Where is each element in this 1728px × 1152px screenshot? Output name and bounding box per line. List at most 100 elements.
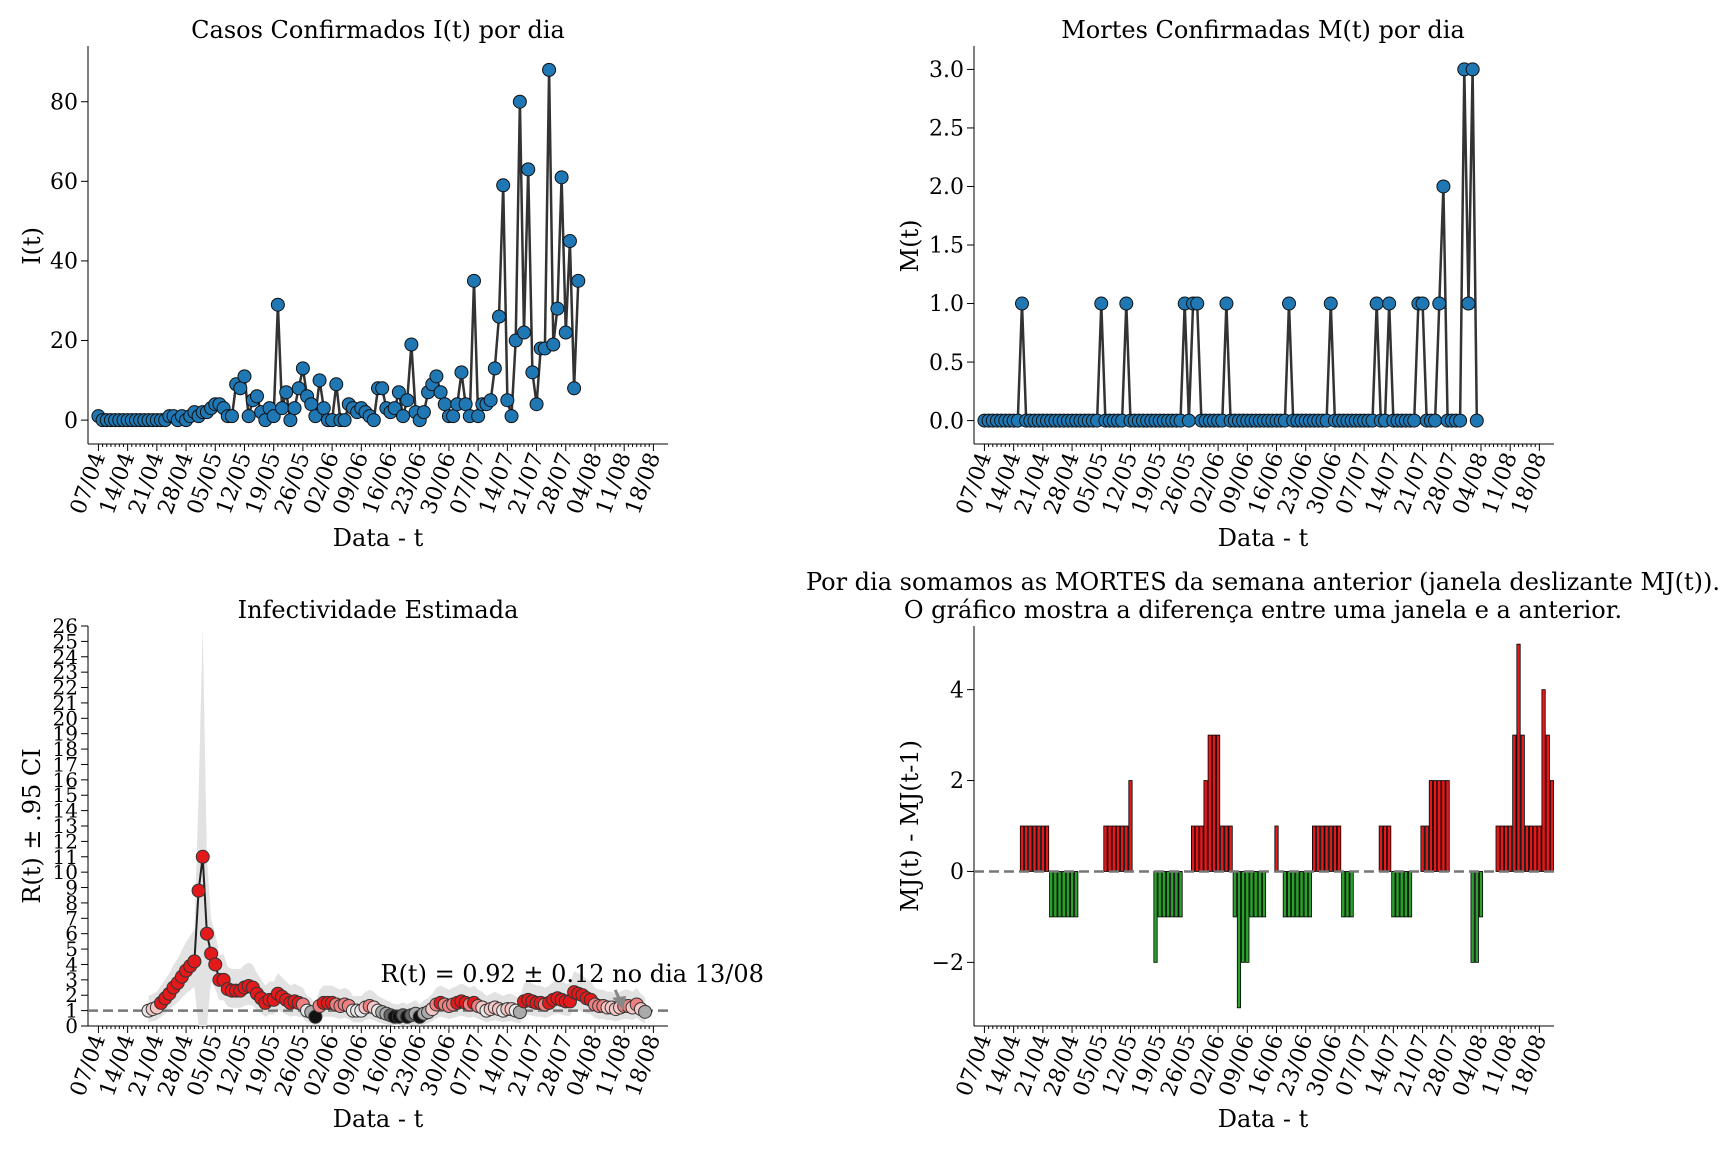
data-point bbox=[275, 401, 290, 416]
data-point bbox=[562, 234, 577, 249]
bar bbox=[1057, 871, 1062, 918]
bar bbox=[1291, 871, 1296, 918]
y-tick-label: 20 bbox=[50, 329, 78, 354]
bar bbox=[1478, 871, 1484, 918]
data-point bbox=[554, 170, 569, 185]
bar bbox=[1395, 871, 1400, 918]
data-point bbox=[496, 178, 511, 193]
bar bbox=[1216, 734, 1221, 872]
y-tick-label: 1.0 bbox=[929, 292, 964, 317]
y-tick-label: 25 bbox=[53, 629, 78, 653]
panel-death-window-diff: Por dia somamos as MORTES da semana ante… bbox=[806, 568, 1720, 1133]
data-point bbox=[1014, 296, 1029, 311]
data-point bbox=[571, 273, 586, 288]
bar bbox=[1241, 871, 1246, 963]
bar bbox=[1124, 825, 1129, 872]
data-point bbox=[283, 413, 298, 428]
bar bbox=[1245, 871, 1250, 963]
data-point bbox=[1453, 413, 1468, 428]
bar bbox=[1028, 825, 1033, 872]
bar bbox=[1549, 780, 1554, 872]
x-axis-label: Data - t bbox=[333, 524, 424, 552]
y-tick-label: 1.5 bbox=[929, 234, 964, 259]
bar bbox=[1324, 825, 1329, 872]
bar bbox=[1420, 825, 1425, 872]
data-point bbox=[1465, 62, 1480, 77]
panel-deaths: Mortes Confirmadas M(t) por dia Data - t… bbox=[896, 16, 1554, 552]
bar bbox=[1407, 871, 1413, 918]
bar bbox=[1495, 825, 1500, 872]
bar bbox=[1220, 825, 1225, 872]
y-tick-label: 0 bbox=[950, 860, 964, 885]
y-tick-label: 80 bbox=[50, 90, 78, 115]
x-axis-label: Data - t bbox=[1218, 1105, 1309, 1133]
data-point bbox=[316, 401, 331, 416]
data-point bbox=[1461, 296, 1476, 311]
bar bbox=[1178, 871, 1183, 918]
bar bbox=[1044, 825, 1050, 872]
bar bbox=[1157, 871, 1162, 918]
data-point bbox=[512, 94, 527, 109]
data-point bbox=[237, 369, 252, 384]
bar bbox=[1499, 825, 1504, 872]
bar bbox=[1153, 871, 1158, 963]
y-tick-label: 12 bbox=[53, 829, 78, 853]
y-tick-label: 23 bbox=[53, 660, 78, 684]
bar bbox=[1528, 825, 1534, 872]
bar bbox=[1441, 780, 1446, 872]
bar bbox=[1424, 825, 1429, 872]
y-tick-label: 15 bbox=[53, 783, 78, 807]
bar bbox=[1391, 871, 1396, 918]
data-point bbox=[416, 405, 431, 420]
data-point bbox=[295, 361, 310, 376]
data-point bbox=[329, 377, 344, 392]
y-tick-label: 1 bbox=[65, 999, 78, 1023]
bar bbox=[1199, 825, 1204, 872]
bar bbox=[1328, 825, 1333, 872]
bar bbox=[1387, 825, 1392, 872]
bar bbox=[1069, 871, 1075, 918]
data-point bbox=[1428, 413, 1443, 428]
series-line bbox=[984, 69, 1479, 422]
bar bbox=[1474, 871, 1479, 963]
y-tick-label: 13 bbox=[53, 814, 78, 838]
bar bbox=[1107, 825, 1112, 872]
y-tick-label: 4 bbox=[950, 678, 964, 703]
data-point bbox=[437, 397, 452, 412]
data-point bbox=[279, 385, 294, 400]
y-tick-label: 3 bbox=[65, 968, 78, 992]
data-point bbox=[1469, 413, 1484, 428]
y-tick-label: 10 bbox=[53, 860, 78, 884]
data-point bbox=[1407, 413, 1422, 428]
data-point bbox=[400, 393, 415, 408]
chart-title: Mortes Confirmadas M(t) por dia bbox=[1061, 16, 1465, 44]
data-point bbox=[567, 381, 582, 396]
annotation-arrowhead bbox=[612, 995, 627, 1010]
panel-cases: Casos Confirmados I(t) por dia Data - t … bbox=[18, 16, 668, 552]
data-point bbox=[287, 401, 302, 416]
bar bbox=[1303, 871, 1308, 918]
bar bbox=[1341, 871, 1346, 918]
y-tick-label: 0.5 bbox=[929, 351, 964, 376]
y-tick-label: 4 bbox=[65, 952, 78, 976]
bar bbox=[1332, 825, 1338, 872]
bar bbox=[1190, 825, 1196, 872]
bar bbox=[1253, 871, 1258, 918]
bar bbox=[1286, 871, 1292, 918]
data-point bbox=[483, 393, 498, 408]
bar bbox=[1503, 825, 1509, 872]
data-point bbox=[1190, 296, 1205, 311]
chart-title: Por dia somamos as MORTES da semana ante… bbox=[806, 568, 1720, 596]
y-tick-label: −2 bbox=[932, 951, 964, 976]
data-point bbox=[187, 954, 202, 969]
data-point bbox=[312, 373, 327, 388]
bar bbox=[1065, 871, 1070, 918]
bar bbox=[1316, 825, 1321, 872]
x-axis-label: Data - t bbox=[1218, 524, 1309, 552]
data-point bbox=[1219, 296, 1234, 311]
data-point bbox=[542, 62, 557, 77]
data-point bbox=[466, 273, 481, 288]
bar bbox=[1516, 643, 1521, 872]
data-point bbox=[1382, 296, 1397, 311]
y-tick-label: 2.5 bbox=[929, 117, 964, 142]
